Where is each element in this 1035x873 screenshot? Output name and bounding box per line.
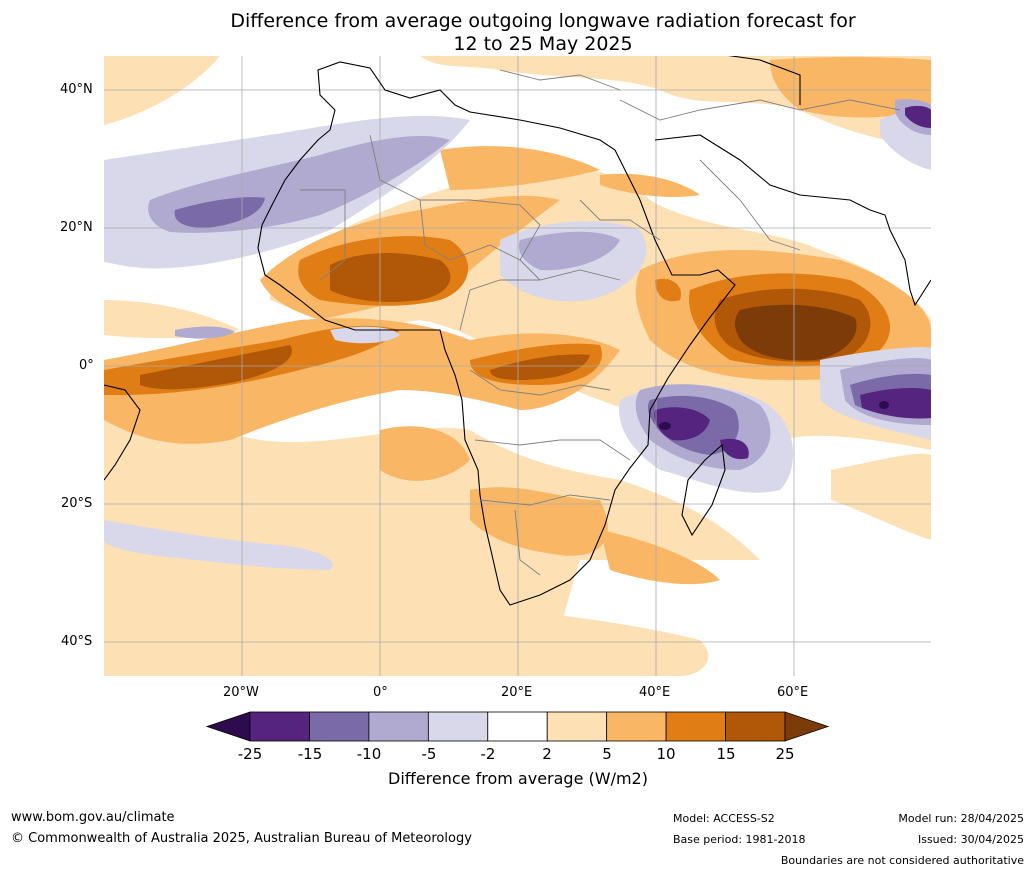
colorbar-label: -25 (237, 745, 263, 763)
map-gridlines (104, 56, 931, 676)
title-line-1: Difference from average outgoing longwav… (230, 10, 856, 32)
lat-tick-40n: 40°N (60, 82, 93, 97)
lat-tick-20s: 20°S (61, 496, 93, 511)
map-title: Difference from average outgoing longwav… (0, 10, 1035, 56)
anomaly-above-25-region (734, 304, 857, 361)
lat-tick-20n: 20°N (60, 220, 93, 235)
lon-tick-0: 0° (373, 685, 388, 700)
anomaly-below-minus25-region-2 (879, 401, 889, 409)
colorbar-label: -10 (356, 745, 382, 763)
colorbar-label: -15 (297, 745, 323, 763)
colorbar-label: 25 (775, 745, 795, 763)
lon-tick-20w: 20°W (223, 685, 259, 700)
colorbar-title: Difference from average (W/m2) (388, 769, 648, 788)
lon-tick-20e: 20°E (501, 685, 533, 700)
footer-issued: Issued: 30/04/2025 (917, 833, 1024, 846)
footer-model: Model: ACCESS-S2 (673, 812, 775, 825)
colorbar-label: 2 (542, 745, 552, 763)
lon-tick-60e: 60°E (777, 685, 809, 700)
lon-tick-40e: 40°E (639, 685, 671, 700)
footer-boundaries-note: Boundaries are not considered authoritat… (780, 854, 1024, 867)
lat-tick-40s: 40°S (61, 634, 93, 649)
colorbar-label: 15 (716, 745, 736, 763)
lat-tick-0: 0° (79, 358, 94, 373)
coastlines (104, 56, 931, 606)
colorbar-label: 5 (602, 745, 612, 763)
footer-base-period: Base period: 1981-2018 (673, 833, 806, 846)
colorbar-label: 10 (656, 745, 676, 763)
colorbar-label: -5 (421, 745, 437, 763)
footer-copyright: © Commonwealth of Australia 2025, Austra… (11, 831, 472, 846)
footer-url: www.bom.gov.au/climate (11, 810, 175, 825)
colorbar-label: -2 (480, 745, 496, 763)
title-line-2: 12 to 25 May 2025 (453, 33, 633, 55)
footer-model-run: Model run: 28/04/2025 (898, 812, 1024, 825)
anomaly-minus25-minus15-regions (654, 105, 931, 460)
anomaly-below-minus25-region (659, 422, 671, 430)
country-boundaries (300, 69, 901, 576)
